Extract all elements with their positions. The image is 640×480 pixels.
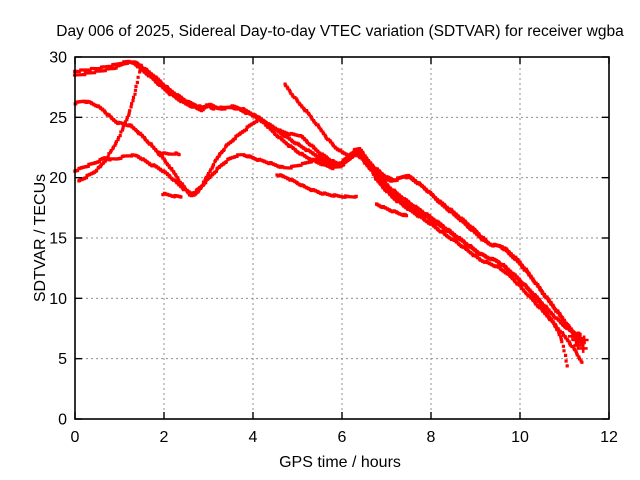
y-tick-label: 15 <box>49 231 67 248</box>
chart-title: Day 006 of 2025, Sidereal Day-to-day VTE… <box>56 23 624 40</box>
y-tick-label: 20 <box>49 170 67 187</box>
x-tick-label: 6 <box>338 429 347 446</box>
data-trace-segment-4 <box>375 202 409 218</box>
x-tick-label: 0 <box>71 429 80 446</box>
x-tick-label: 4 <box>249 429 258 446</box>
data-trace-segment-1 <box>161 191 183 199</box>
x-tick-label: 10 <box>511 429 529 446</box>
data-trace-trace-1 <box>73 59 584 364</box>
x-axis-label: GPS time / hours <box>279 454 401 471</box>
y-tick-label: 25 <box>49 110 67 127</box>
end-cluster-plus-markers <box>568 331 589 353</box>
axes: 0 2 4 6 8 10 12 0 5 10 15 20 25 30 <box>49 50 618 447</box>
data-trace-trace-6-detached <box>283 82 569 368</box>
y-tick-label: 30 <box>49 50 67 67</box>
data-trace-segment-2 <box>275 173 358 199</box>
y-tick-label: 10 <box>49 291 67 308</box>
y-axis-label: SDTVAR / TECUs <box>32 174 49 302</box>
x-tick-label: 8 <box>427 429 436 446</box>
grid-lines <box>76 58 608 418</box>
x-tick-label: 2 <box>160 429 169 446</box>
x-tick-label: 12 <box>600 429 618 446</box>
y-tick-label: 5 <box>58 351 67 368</box>
data-trace-segment-3 <box>157 150 181 157</box>
y-tick-label: 0 <box>58 412 67 429</box>
data-trace-trace-2 <box>73 99 585 343</box>
data-traces <box>73 59 589 368</box>
data-trace-trace-4 <box>73 59 582 337</box>
